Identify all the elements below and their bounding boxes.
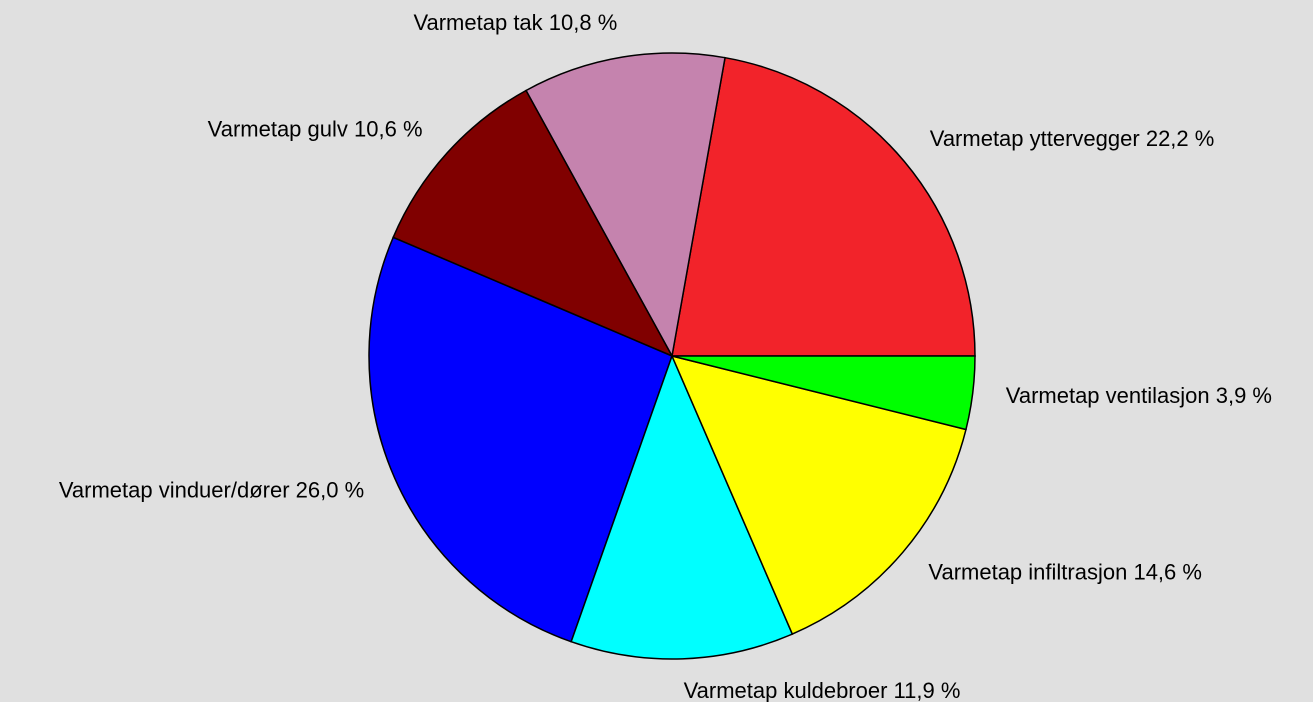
slice-value: 10,8 %: [549, 10, 618, 35]
slice-value: 22,2 %: [1146, 126, 1215, 151]
slice-label: Varmetap infiltrasjon 14,6 %: [928, 559, 1202, 584]
pie-slice: [368, 236, 673, 643]
slice-category: Varmetap yttervegger: [930, 126, 1140, 151]
slice-value: 26,0 %: [296, 477, 365, 502]
slice-category: Varmetap ventilasjon: [1006, 383, 1210, 408]
slice-category: Varmetap vinduer/dører: [59, 477, 290, 502]
slice-label: Varmetap vinduer/dører 26,0 %: [59, 477, 364, 502]
slice-value: 10,6 %: [354, 116, 423, 141]
slice-category: Varmetap kuldebroer: [684, 678, 888, 702]
slice-category: Varmetap gulv: [208, 116, 348, 141]
pie-slice: [570, 353, 794, 660]
slice-label: Varmetap tak 10,8 %: [413, 10, 617, 35]
slice-category: Varmetap tak: [413, 10, 543, 35]
pie-slice: [392, 89, 674, 358]
slice-value: 3,9 %: [1216, 383, 1272, 408]
slice-label: Varmetap yttervegger 22,2 %: [930, 126, 1215, 151]
slice-label: Varmetap kuldebroer 11,9 %: [684, 678, 961, 702]
pie-slice: [670, 354, 967, 636]
slice-value: 11,9 %: [894, 678, 961, 702]
slice-label: Varmetap ventilasjon 3,9 %: [1006, 383, 1272, 408]
slice-value: 14,6 %: [1133, 559, 1202, 584]
slice-category: Varmetap infiltrasjon: [928, 559, 1127, 584]
pie-slice: [525, 52, 726, 359]
pie-slice: [671, 56, 976, 357]
pie-slice: [671, 355, 976, 431]
slice-label: Varmetap gulv 10,6 %: [208, 116, 423, 141]
